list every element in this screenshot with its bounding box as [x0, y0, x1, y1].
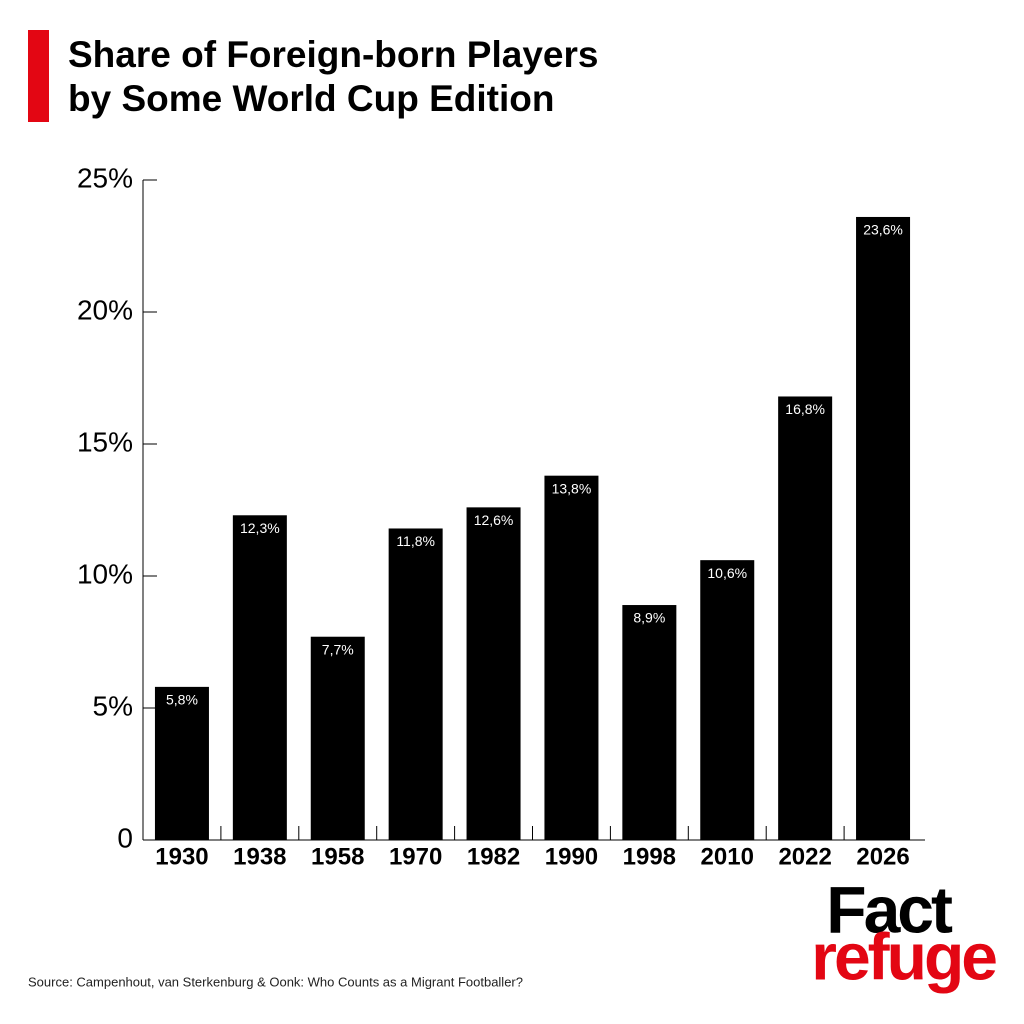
- value-label: 12,3%: [240, 520, 280, 536]
- bar: [544, 475, 599, 840]
- x-tick-label: 1938: [233, 843, 286, 870]
- x-tick-label: 1990: [545, 843, 598, 870]
- bar: [154, 686, 209, 840]
- x-tick-label: 2022: [778, 843, 831, 870]
- bar: [232, 515, 287, 840]
- x-tick-label: 1982: [467, 843, 520, 870]
- y-tick-label: 15%: [77, 426, 133, 457]
- bar: [700, 560, 755, 840]
- bar: [856, 216, 911, 840]
- x-tick-label: 1958: [311, 843, 364, 870]
- chart-title: by Some World Cup Edition: [68, 78, 554, 119]
- x-tick-label: 1970: [389, 843, 442, 870]
- bar: [622, 605, 677, 840]
- bar: [778, 396, 833, 840]
- y-tick-label: 5%: [93, 690, 133, 721]
- x-tick-label: 1998: [623, 843, 676, 870]
- value-label: 10,6%: [707, 565, 747, 581]
- x-tick-label: 2010: [701, 843, 754, 870]
- value-label: 11,8%: [396, 533, 435, 549]
- bar: [310, 636, 365, 840]
- source: Source: Campenhout, van Sterkenburg & Oo…: [28, 974, 523, 989]
- y-tick-label: 20%: [77, 294, 133, 325]
- value-label: 13,8%: [552, 480, 592, 496]
- value-label: 23,6%: [863, 222, 903, 238]
- y-tick-label: 0: [117, 822, 133, 853]
- brand-top: Fact: [826, 872, 953, 946]
- value-label: 16,8%: [785, 401, 825, 417]
- bar: [388, 528, 443, 840]
- value-label: 5,8%: [166, 692, 198, 708]
- value-label: 8,9%: [633, 610, 665, 626]
- value-label: 7,7%: [322, 641, 354, 657]
- chart-title: Share of Foreign-born Players: [68, 34, 598, 75]
- title-accent: [28, 30, 49, 122]
- brand-bottom: refuge: [811, 919, 996, 993]
- value-label: 12,6%: [474, 512, 514, 528]
- bar: [466, 507, 521, 840]
- x-tick-label: 1930: [155, 843, 208, 870]
- y-tick-label: 10%: [77, 558, 133, 589]
- y-tick-label: 25%: [77, 162, 133, 193]
- x-tick-label: 2026: [856, 843, 909, 870]
